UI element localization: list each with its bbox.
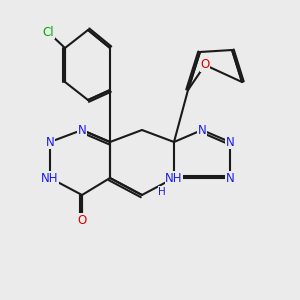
Text: N: N bbox=[226, 172, 234, 184]
Text: O: O bbox=[200, 58, 210, 71]
Text: N: N bbox=[46, 136, 54, 148]
Text: Cl: Cl bbox=[42, 26, 54, 38]
Text: N: N bbox=[226, 136, 234, 148]
Text: NH: NH bbox=[41, 172, 59, 184]
Text: O: O bbox=[77, 214, 87, 226]
Text: N: N bbox=[78, 124, 86, 136]
Text: N: N bbox=[198, 124, 206, 136]
Text: NH: NH bbox=[165, 172, 183, 184]
Text: H: H bbox=[158, 187, 166, 197]
